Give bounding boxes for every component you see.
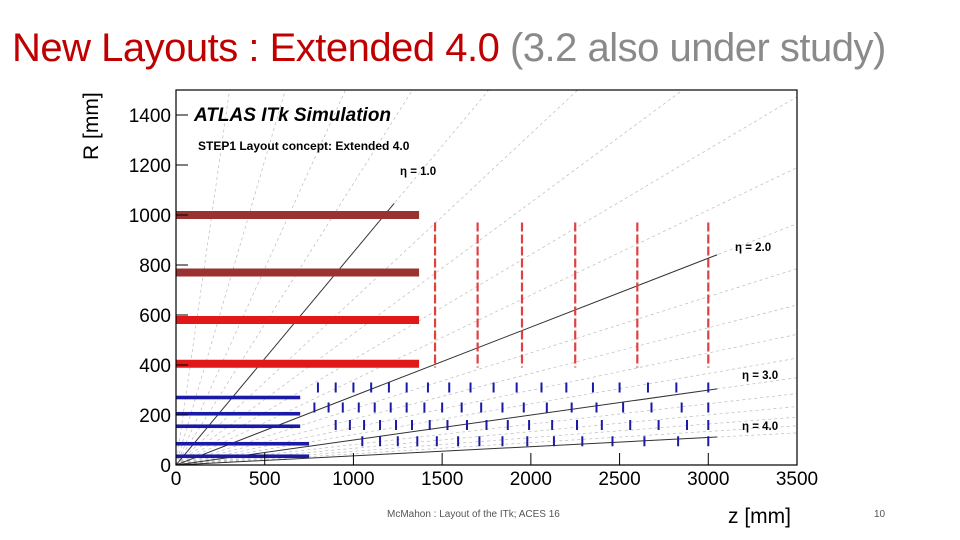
eta-ray-group [176,90,797,465]
plot-frame [175,89,798,466]
barrel-group [176,211,420,459]
eta-label-2: η = 2.0 [735,242,771,254]
strip-barrel-0 [176,211,420,219]
eta-ray [176,304,797,465]
y-tick-label: 800 [139,256,171,277]
eta-ray [176,90,684,465]
x-axis-label: z [mm] [728,505,791,528]
eta-label-1: η = 1.0 [400,166,436,178]
eta-ray [176,333,797,465]
y-tick-label: 1200 [129,156,171,177]
x-tick-label: 1500 [421,469,463,490]
page-number: 10 [874,509,886,520]
eta-ray [176,425,797,465]
strip-barrel-2 [176,316,420,324]
eta-ray [176,90,286,465]
eta-line-1 [176,203,395,465]
pixel-ring-group [313,382,710,447]
y-axis-label: R [mm] [80,92,103,160]
pixel-barrel-4 [176,454,310,459]
eta-line-group: η = 1.0 η = 2.0 η = 3.0 η = 4.0 [176,166,778,465]
x-tick-label: 500 [249,469,281,490]
x-tick-label: 0 [171,469,182,490]
eta-ray [176,90,490,465]
strip-disk-group [433,222,710,368]
x-tick-label: 3000 [687,469,729,490]
y-tick-label: 400 [139,356,171,377]
eta-ray [176,90,579,465]
y-tick-label: 1000 [129,206,171,227]
pixel-barrel-0 [176,395,301,400]
x-tick-label: 2000 [510,469,552,490]
eta-label-4: η = 4.0 [742,421,778,433]
pixel-barrel-2 [176,424,301,429]
eta-ray [176,90,230,465]
title-main: New Layouts : Extended 4.0 [12,26,500,70]
x-tick-label: 3500 [776,469,818,490]
x-tick-label: 1000 [332,469,374,490]
y-tick-label: 200 [139,406,171,427]
eta-ray [176,96,797,465]
y-tick-label: 0 [160,456,171,477]
eta-line-2 [176,254,718,465]
chart-title: ATLAS ITk Simulation [193,105,391,126]
eta-line-4 [176,436,718,465]
y-tick-label: 600 [139,306,171,327]
eta-ray [176,268,797,465]
x-tick-label: 2500 [598,469,640,490]
chart-subtitle: STEP1 Layout concept: Extended 4.0 [198,139,410,153]
y-tick-label: 1400 [129,106,171,127]
axis-tick-group: 0 500 1000 1500 2000 2500 3000 3500 0 200 400 600 80… [129,106,818,490]
strip-barrel-3 [176,359,420,368]
footer-text: McMahon : Layout of the ITk; ACES 16 [387,509,560,520]
strip-barrel-1 [176,268,420,277]
eta-ray [176,90,413,465]
pixel-barrel-3 [176,441,310,446]
title-sub: (3.2 also under study) [509,26,886,70]
eta-ray [176,90,346,465]
pixel-barrel-1 [176,411,301,416]
slide-title: New Layouts : Extended 4.0 (3.2 also und… [12,26,886,71]
eta-label-3: η = 3.0 [742,370,778,382]
